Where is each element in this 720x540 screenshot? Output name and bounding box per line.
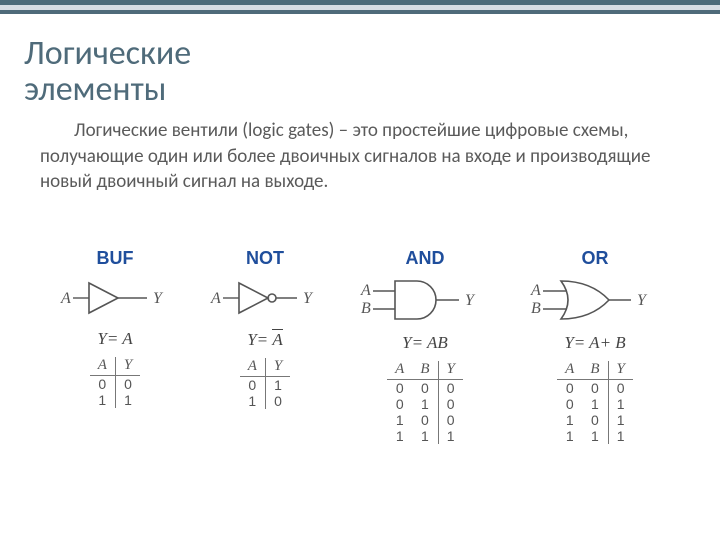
gate-symbol: A Y — [205, 273, 325, 323]
gate-name: BUF — [97, 248, 134, 269]
truth-cell: 1 — [115, 392, 140, 408]
gate-symbol: A Y — [55, 273, 175, 323]
svg-text:B: B — [361, 300, 371, 317]
title-line-2: элементы — [24, 69, 166, 110]
gate-name: AND — [406, 248, 445, 269]
decorative-top-bars — [0, 0, 720, 14]
gate-name: NOT — [246, 248, 284, 269]
truth-row: 00 — [90, 376, 141, 393]
body-paragraph: Логические вентили (logic gates) – это п… — [40, 118, 682, 195]
svg-text:Y: Y — [465, 292, 476, 309]
gate-buf: BUF A Y Y= AAY0011 — [55, 248, 175, 508]
truth-cell: 1 — [438, 428, 463, 444]
truth-row: 111 — [387, 428, 463, 444]
truth-cell: 0 — [438, 380, 463, 397]
truth-cell: 1 — [608, 412, 633, 428]
svg-text:Y: Y — [637, 292, 648, 309]
gate-equation: Y= AB — [402, 333, 448, 353]
truth-col-header: A — [90, 357, 116, 376]
svg-text:A: A — [210, 290, 221, 307]
truth-cell: 0 — [412, 412, 438, 428]
truth-cell: 1 — [265, 377, 290, 394]
truth-cell: 0 — [387, 380, 412, 397]
truth-cell: 0 — [115, 376, 140, 393]
truth-row: 000 — [387, 380, 463, 397]
truth-cell: 1 — [608, 396, 633, 412]
truth-cell: 1 — [387, 412, 412, 428]
truth-cell: 0 — [387, 396, 412, 412]
truth-cell: 0 — [582, 412, 608, 428]
truth-row: 011 — [557, 396, 633, 412]
slide-title: Логические элементы — [24, 36, 696, 107]
truth-cell: 0 — [265, 393, 290, 409]
truth-table: ABY000010100111 — [387, 361, 463, 444]
svg-text:A: A — [360, 282, 371, 299]
truth-cell: 1 — [582, 428, 608, 444]
truth-row: 101 — [557, 412, 633, 428]
truth-cell: 0 — [608, 380, 633, 397]
truth-col-header: A — [387, 361, 412, 380]
gate-equation: Y= A — [97, 329, 132, 349]
gate-symbol: A B Y — [525, 273, 665, 327]
truth-cell: 1 — [412, 396, 438, 412]
truth-col-header: A — [557, 361, 582, 380]
truth-cell: 0 — [90, 376, 116, 393]
truth-col-header: Y — [115, 357, 140, 376]
truth-col-header: B — [412, 361, 438, 380]
gate-equation: Y= A+ B — [564, 333, 625, 353]
truth-cell: 0 — [438, 396, 463, 412]
truth-col-header: Y — [608, 361, 633, 380]
svg-text:A: A — [530, 282, 541, 299]
truth-cell: 0 — [412, 380, 438, 397]
truth-row: 000 — [557, 380, 633, 397]
truth-cell: 1 — [240, 393, 266, 409]
gate-name: OR — [582, 248, 609, 269]
truth-row: 010 — [387, 396, 463, 412]
bar-3 — [0, 10, 720, 14]
gate-symbol: A B Y — [355, 273, 495, 327]
truth-table: AY0110 — [240, 358, 291, 409]
truth-col-header: B — [582, 361, 608, 380]
truth-row: 11 — [90, 392, 141, 408]
truth-cell: 1 — [387, 428, 412, 444]
truth-cell: 0 — [240, 377, 266, 394]
svg-text:A: A — [60, 290, 71, 307]
truth-table: AY0011 — [90, 357, 141, 408]
truth-cell: 1 — [557, 412, 582, 428]
logic-gates-row: BUF A Y Y= AAY0011NOT A Y Y= AAY0110AND … — [0, 248, 720, 508]
truth-col-header: Y — [265, 358, 290, 377]
gate-equation: Y= A — [247, 329, 283, 350]
truth-row: 10 — [240, 393, 291, 409]
gate-not: NOT A Y Y= AAY0110 — [205, 248, 325, 508]
truth-cell: 0 — [557, 380, 582, 397]
svg-text:B: B — [531, 300, 541, 317]
svg-text:Y: Y — [153, 290, 164, 307]
truth-cell: 0 — [582, 380, 608, 397]
truth-cell: 1 — [608, 428, 633, 444]
truth-col-header: Y — [438, 361, 463, 380]
truth-row: 111 — [557, 428, 633, 444]
truth-cell: 0 — [438, 412, 463, 428]
gate-and: AND A B Y Y= ABABY000010100111 — [355, 248, 495, 508]
truth-cell: 1 — [557, 428, 582, 444]
truth-row: 100 — [387, 412, 463, 428]
truth-cell: 0 — [557, 396, 582, 412]
truth-cell: 1 — [90, 392, 116, 408]
truth-row: 01 — [240, 377, 291, 394]
gate-or: OR A B Y Y= A+ BABY000011101111 — [525, 248, 665, 508]
truth-col-header: A — [240, 358, 266, 377]
truth-cell: 1 — [412, 428, 438, 444]
truth-cell: 1 — [582, 396, 608, 412]
body-text-content: Логические вентили (logic gates) – это п… — [40, 119, 650, 193]
truth-table: ABY000011101111 — [557, 361, 633, 444]
svg-text:Y: Y — [303, 290, 314, 307]
